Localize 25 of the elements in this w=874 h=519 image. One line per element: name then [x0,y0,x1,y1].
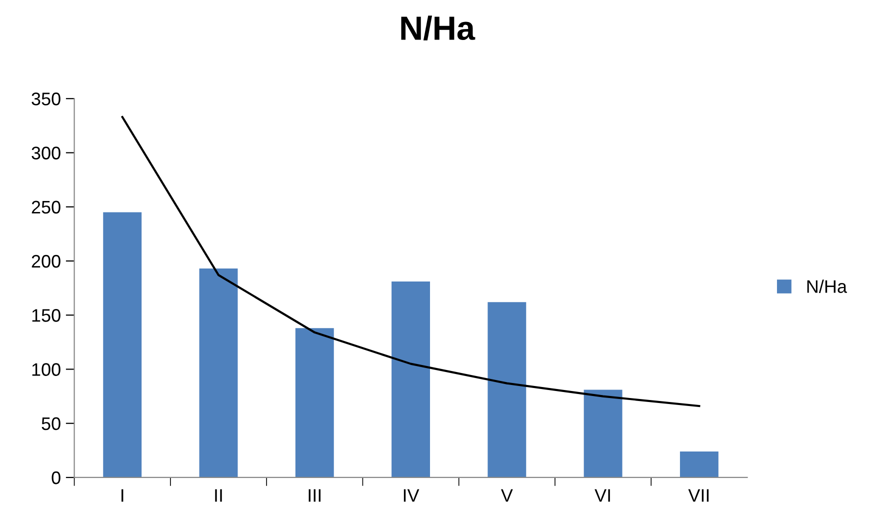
y-tick-label: 350 [32,92,60,106]
bar [680,452,718,478]
x-tick-label: VII [688,489,709,502]
y-tick-label: 250 [32,200,60,214]
y-tick-label: 50 [42,417,60,430]
y-tick-label: 200 [32,254,60,268]
bar [392,282,430,478]
x-tick-label: III [308,489,320,502]
x-tick-label: I [122,489,124,502]
legend-label: N/Ha [807,280,848,293]
x-tick-label: V [500,489,513,502]
chart-title: N/Ha [401,16,476,40]
bar [488,302,526,478]
line-series [121,116,700,408]
bar [199,268,238,478]
bar [584,390,622,478]
bar [103,212,142,478]
y-tick-label: 300 [32,146,60,160]
x-tick-label: IV [404,489,420,502]
bar [295,328,334,478]
y-tick-label: 150 [32,309,60,322]
x-tick-label: II [215,489,222,502]
y-tick-label: 0 [52,471,60,484]
y-tick-label: 100 [32,363,60,376]
x-tick-label: VI [594,489,610,502]
